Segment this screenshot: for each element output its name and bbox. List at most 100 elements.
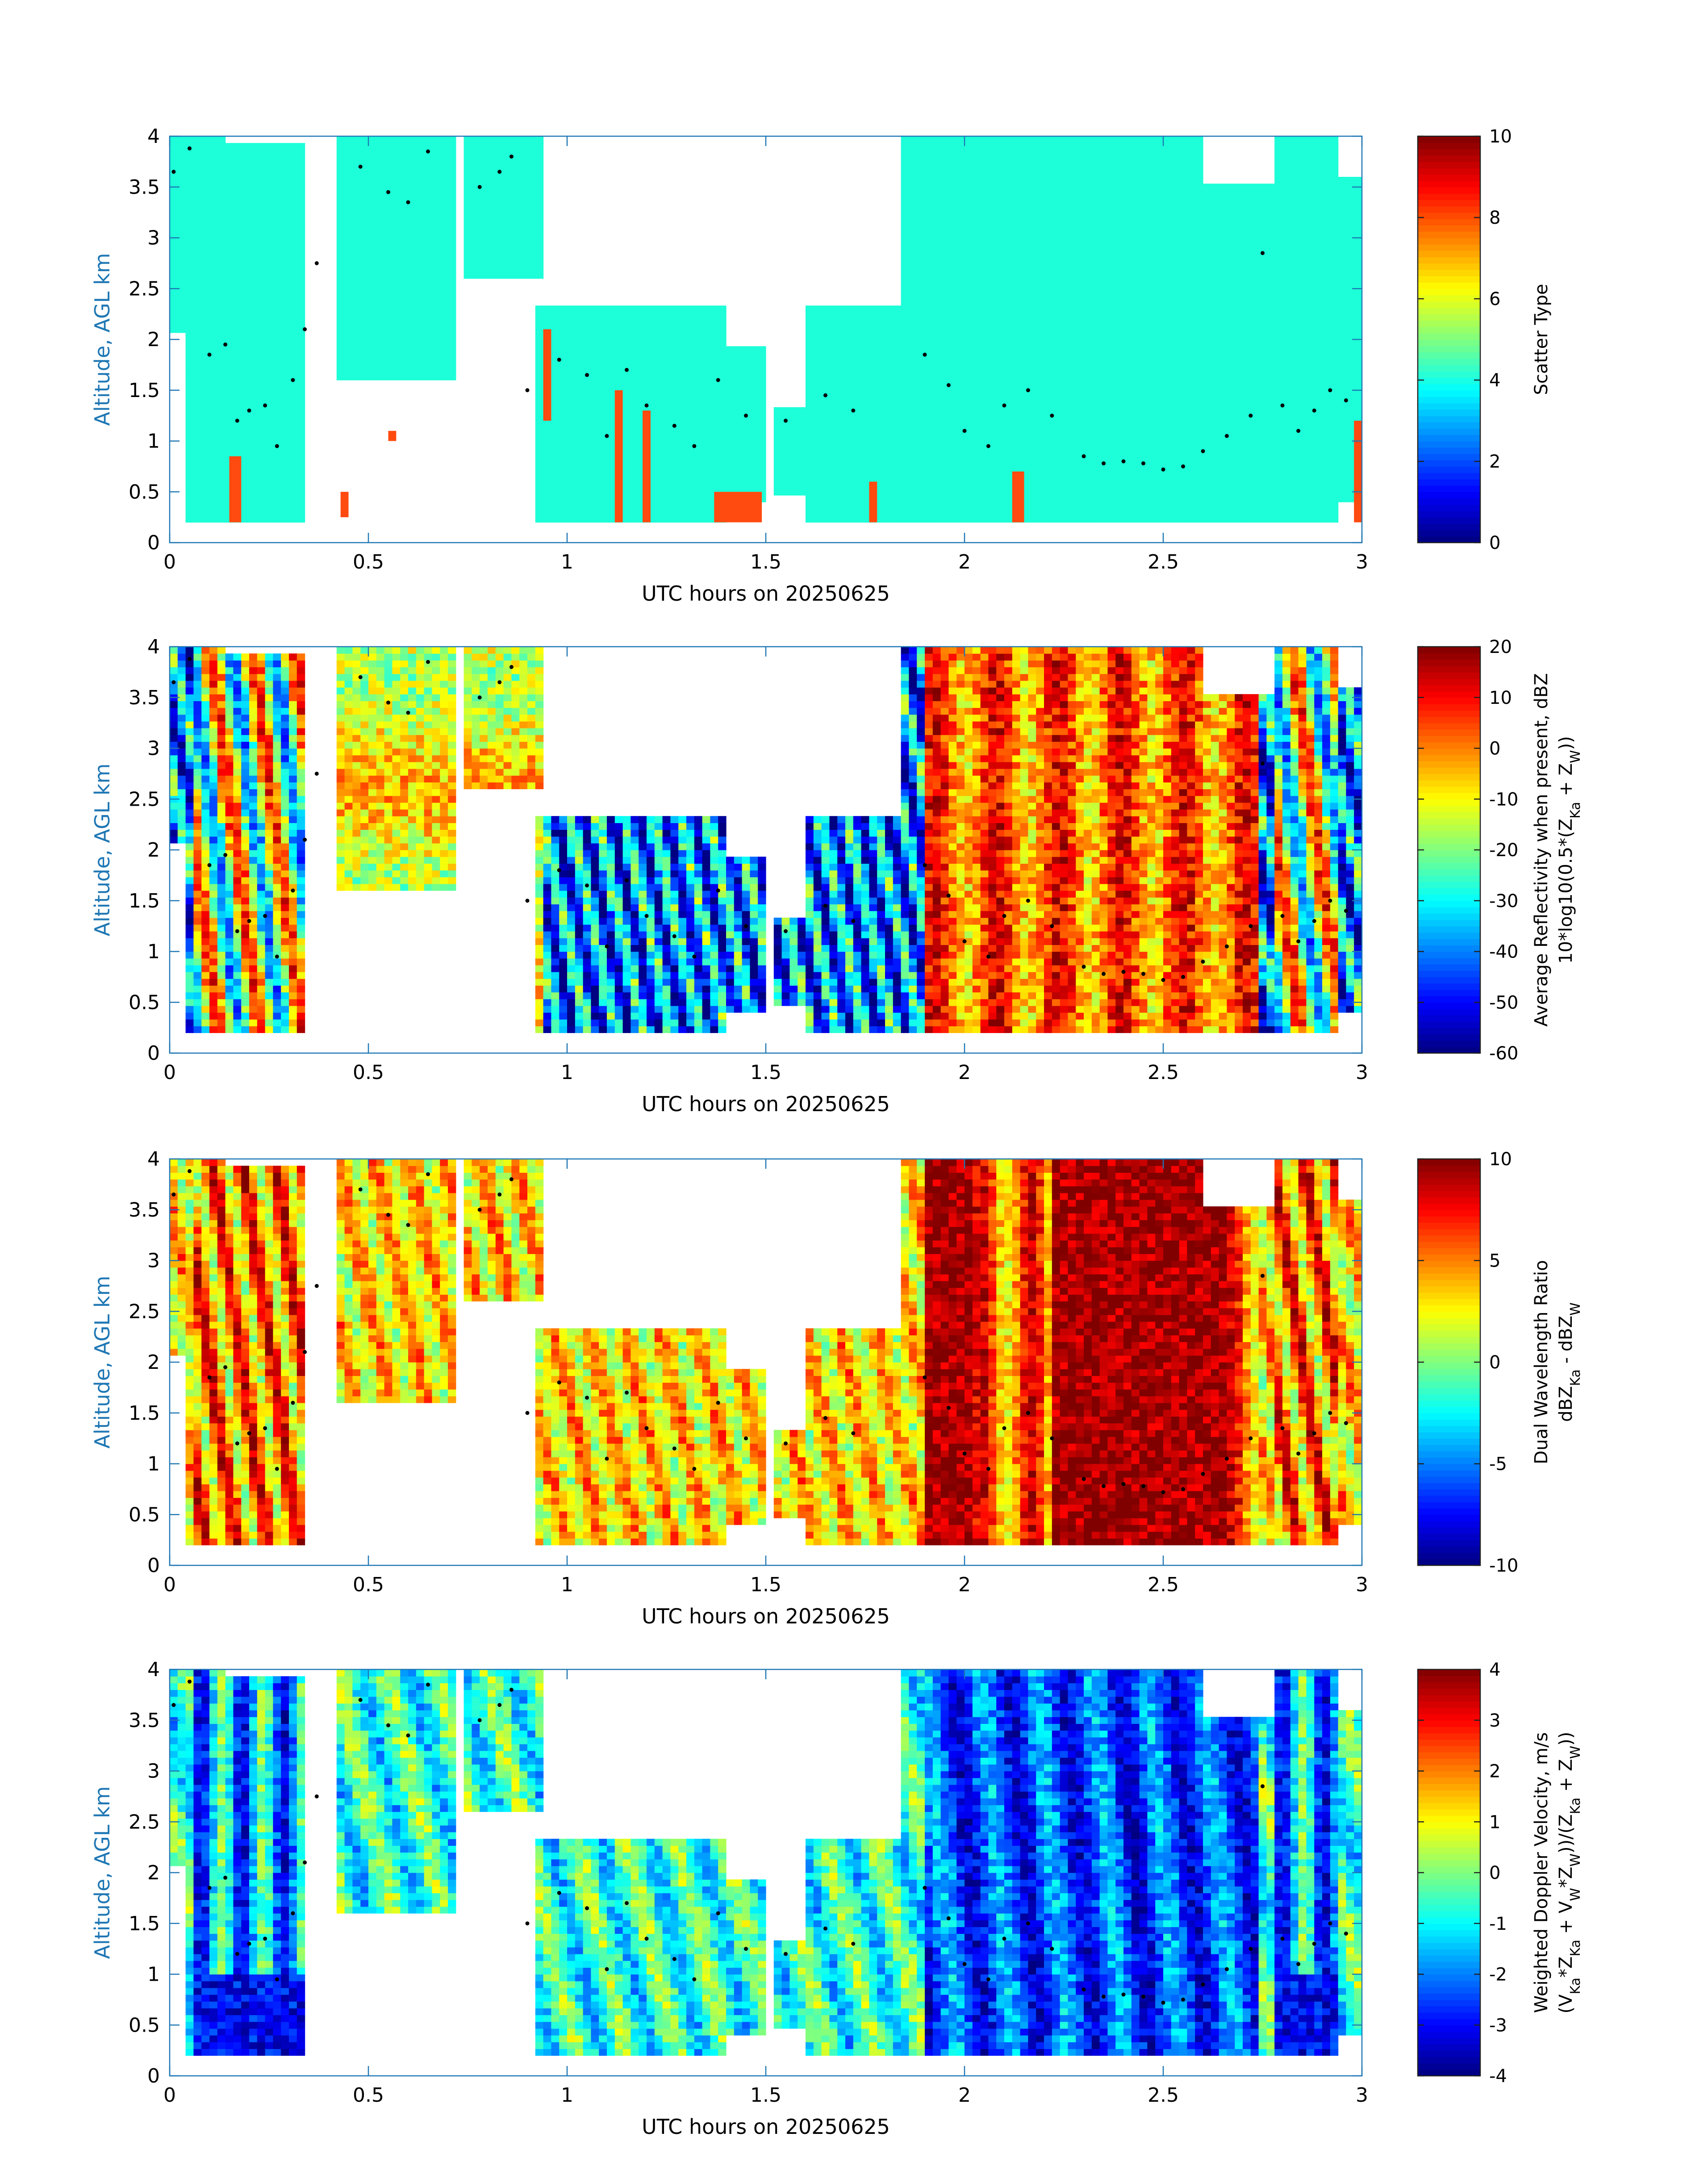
heatmap-cell: [869, 441, 877, 448]
heatmap-cell: [806, 326, 814, 333]
heatmap-cell: [448, 326, 456, 333]
heatmap-cell: [917, 136, 925, 143]
heatmap-cell: [710, 333, 718, 340]
heatmap-cell: [941, 136, 949, 143]
heatmap-cell: [352, 170, 360, 177]
heatmap-cell: [885, 380, 893, 387]
heatmap-cell: [408, 157, 416, 164]
heatmap-cell: [869, 455, 877, 462]
heatmap-cell: [535, 515, 543, 523]
heatmap-cell: [981, 299, 989, 306]
heatmap-cell: [1132, 461, 1140, 468]
heatmap-cell: [226, 272, 234, 279]
heatmap-cell: [241, 190, 249, 197]
heatmap-cell: [1140, 292, 1148, 299]
heatmap-cell: [948, 401, 956, 408]
heatmap-cell: [289, 333, 297, 340]
heatmap-cell: [408, 272, 416, 279]
heatmap-cell: [289, 502, 297, 509]
heatmap-cell: [448, 373, 456, 381]
heatmap-cell: [798, 489, 806, 496]
heatmap-cell: [1060, 170, 1068, 177]
heatmap-cell: [360, 177, 368, 184]
heatmap-cell: [575, 373, 583, 381]
heatmap-cell: [981, 279, 989, 286]
heatmap-cell: [1123, 157, 1132, 164]
heatmap-cell: [1044, 279, 1052, 286]
heatmap-cell: [511, 163, 519, 171]
heatmap-cell: [948, 312, 956, 319]
heatmap-cell: [488, 211, 496, 218]
heatmap-cell: [1060, 401, 1068, 408]
heatmap-cell: [360, 136, 368, 143]
heatmap-cell: [909, 427, 917, 435]
heatmap-cell: [559, 495, 567, 502]
heatmap-cell: [178, 136, 186, 143]
heatmap-cell: [909, 373, 917, 381]
heatmap-cell: [1092, 279, 1100, 286]
heatmap-cell: [551, 312, 559, 319]
heatmap-cell: [893, 380, 901, 387]
heatmap-cell: [186, 272, 194, 279]
heatmap-cell: [1004, 190, 1012, 197]
heatmap-cell: [1004, 204, 1012, 211]
heatmap-cell: [806, 380, 814, 387]
heatmap-cell: [877, 387, 885, 394]
heatmap-cell: [702, 407, 710, 414]
heatmap-cell: [368, 231, 376, 238]
heatmap-cell: [352, 367, 360, 374]
heatmap-cell: [193, 387, 201, 394]
heatmap-cell: [392, 170, 400, 177]
heatmap-cell: [599, 339, 607, 347]
heatmap-cell: [607, 475, 615, 482]
heatmap-cell: [917, 515, 925, 523]
heatmap-cell: [948, 414, 956, 421]
heatmap-cell: [559, 427, 567, 435]
heatmap-cell: [1179, 421, 1187, 428]
heatmap-cell: [1171, 170, 1179, 177]
heatmap-cell: [814, 427, 822, 435]
heatmap-cell: [519, 197, 527, 205]
heatmap-cell: [1028, 292, 1036, 299]
heatmap-cell: [1068, 509, 1076, 516]
heatmap-cell: [360, 353, 368, 360]
heatmap-cell: [1068, 502, 1076, 509]
heatmap-cell: [973, 319, 981, 326]
heatmap-cell: [241, 163, 249, 171]
heatmap-cell: [948, 184, 956, 191]
heatmap-cell: [464, 157, 472, 164]
heatmap-cell: [702, 427, 710, 435]
heatmap-cell: [1084, 489, 1092, 496]
heatmap-cell: [925, 184, 933, 191]
heatmap-cell: [742, 380, 750, 387]
heatmap-cell: [281, 157, 289, 164]
heatmap-cell: [1147, 312, 1155, 319]
heatmap-cell: [1012, 279, 1020, 286]
heatmap-cell: [583, 339, 591, 347]
heatmap-cell: [201, 305, 209, 313]
heatmap-cell: [289, 163, 297, 171]
heatmap-cell: [1163, 326, 1171, 333]
heatmap-cell: [1140, 204, 1148, 211]
heatmap-cell: [837, 495, 845, 502]
heatmap-cell: [226, 360, 234, 367]
heatmap-cell: [193, 461, 201, 468]
heatmap-cell: [988, 190, 996, 197]
heatmap-cell: [376, 265, 384, 272]
heatmap-cell: [1163, 495, 1171, 502]
heatmap-cell: [948, 407, 956, 414]
heatmap-cell: [551, 326, 559, 333]
heatmap-cell: [368, 305, 376, 313]
heatmap-cell: [1028, 299, 1036, 306]
heatmap-cell: [416, 312, 424, 319]
heatmap-cell: [1147, 150, 1155, 157]
heatmap-cell: [352, 211, 360, 218]
heatmap-cell: [1107, 401, 1115, 408]
heatmap-cell: [996, 414, 1004, 421]
heatmap-cell: [1076, 190, 1084, 197]
heatmap-cell: [686, 461, 694, 468]
heatmap-cell: [1147, 353, 1155, 360]
heatmap-cell: [973, 448, 981, 455]
heatmap-cell: [933, 184, 941, 191]
heatmap-cell: [750, 360, 758, 367]
